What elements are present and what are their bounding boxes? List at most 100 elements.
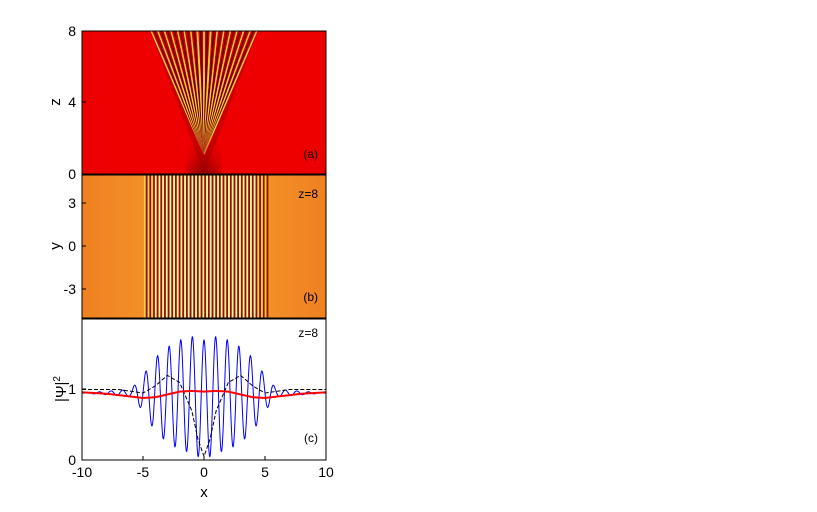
panel-b-fringe-bright <box>154 175 157 318</box>
panel-b-fringe-bright <box>235 175 238 318</box>
panel-b-fringe-bright <box>184 175 187 318</box>
panel-b-label: (b) <box>303 290 318 304</box>
panel-c-ylabel-base: |Ψ| <box>53 382 70 402</box>
panel-b-fringe-dark <box>193 175 196 318</box>
panel-b-ytick-label: -3 <box>64 281 77 297</box>
panel-b-fringe-dark <box>222 175 225 318</box>
panel-b-fringe-dark <box>153 175 155 318</box>
panel-b-fringe-dark <box>248 175 251 318</box>
panel-c-xlabel: x <box>200 484 208 501</box>
panel-b-fringe-dark <box>266 175 269 318</box>
panel-c-xtick-label: 0 <box>200 464 208 480</box>
panel-b-fringe-dark <box>229 175 232 318</box>
panel-c-ylabel-sup: 2 <box>52 376 63 382</box>
panel-c-background <box>82 319 326 460</box>
panel-c-xtick-label: -5 <box>137 464 150 480</box>
panel-c-ytick-label: 0 <box>68 452 76 468</box>
panel-b-fringe-bright <box>191 175 194 318</box>
panel-b-fringe-bright <box>151 175 154 318</box>
panel-b-fringe-dark <box>175 175 177 318</box>
panel-b-fringe-dark <box>211 175 214 318</box>
panel-b-fringe-bright <box>143 175 146 318</box>
panel-b-fringe-bright <box>173 175 176 318</box>
panel-b-fringe-bright <box>261 175 263 318</box>
panel-b-fringe-dark <box>207 175 210 318</box>
panel-c <box>82 319 326 460</box>
panel-c-ylabel: |Ψ|2 <box>52 376 70 402</box>
panel-b-fringe-dark <box>262 175 265 318</box>
panel-b-ytick-label: 0 <box>68 238 76 254</box>
panel-b-fringe-dark <box>218 175 221 318</box>
panel-b-fringe-dark <box>186 175 188 318</box>
tick-marks <box>81 30 327 460</box>
panel-b-fringe-dark <box>255 175 258 318</box>
panel-b <box>82 175 326 318</box>
panel-b-fringe-bright <box>228 175 230 318</box>
panel-b-fringe-dark <box>145 175 148 318</box>
panel-b-fringe-bright <box>217 175 219 318</box>
panel-b-fringe-dark <box>160 175 163 318</box>
panel-a-ylabel: z <box>47 98 64 106</box>
panel-b-fringe-bright <box>195 175 197 318</box>
panel-b-fringe-dark <box>167 175 170 318</box>
panel-b-fringe-bright <box>198 175 201 318</box>
panel-b-fringe-bright <box>220 175 223 318</box>
panel-a-dark-core <box>186 115 222 174</box>
panel-b-fringe-bright <box>246 175 249 318</box>
panel-b-fringe-bright <box>162 175 165 318</box>
panel-b-fringe-dark <box>189 175 192 318</box>
panel-b-fringe-bright <box>242 175 245 318</box>
panel-b-fringe-dark <box>200 175 203 318</box>
panel-a-ytick-label: 8 <box>68 23 76 39</box>
panel-b-fringe-bright <box>187 175 190 318</box>
panel-b-fringe-dark <box>196 175 199 318</box>
panel-b-fringe-dark <box>182 175 185 318</box>
panel-b-fringe-dark <box>259 175 262 318</box>
panel-b-fringe-bright <box>206 175 208 318</box>
panel-b-fringe-dark <box>240 175 243 318</box>
panel-b-fringe-bright <box>213 175 216 318</box>
panel-c-annotation: z=8 <box>298 326 318 340</box>
panel-b-fringe-dark <box>156 175 159 318</box>
panel-b-fringe-dark <box>215 175 218 318</box>
panel-b-fringe-dark <box>244 175 247 318</box>
panel-a-ytick-label: 4 <box>68 94 76 110</box>
panel-b-fringe-bright <box>180 175 183 318</box>
panel-b-fringe-dark <box>204 175 207 318</box>
panel-b-fringe-bright <box>250 175 252 318</box>
panel-b-fringe-bright <box>231 175 234 318</box>
panel-b-fringe-bright <box>264 175 267 318</box>
panel-b-fringe-dark <box>237 175 240 318</box>
panel-b-fringe-bright <box>239 175 241 318</box>
panel-c-ytick-label: 1 <box>68 381 76 397</box>
panel-b-fringe-bright <box>176 175 179 318</box>
panel-b-fringe-dark <box>251 175 254 318</box>
panel-b-fringe-bright <box>202 175 205 318</box>
panel-a <box>82 31 326 174</box>
panel-b-fringe-bright <box>165 175 168 318</box>
panel-c-xtick-label: 10 <box>318 464 334 480</box>
panel-b-fringe-bright <box>147 175 150 318</box>
panel-b-fringes <box>143 175 269 318</box>
panel-b-fringe-bright <box>224 175 227 318</box>
panel-b-fringe-dark <box>149 175 152 318</box>
panel-b-fringe-dark <box>233 175 236 318</box>
panel-b-fringe-bright <box>253 175 256 318</box>
panel-c-xtick-label: 5 <box>261 464 269 480</box>
series-red-line <box>82 389 326 399</box>
panel-b-fringe-dark <box>164 175 166 318</box>
panel-b-annotation: z=8 <box>298 187 318 201</box>
panel-b-fringe-bright <box>209 175 212 318</box>
panel-b-fringe-bright <box>169 175 172 318</box>
panel-b-ylabel: y <box>47 242 64 250</box>
panel-c-xtick-label: -10 <box>72 464 92 480</box>
panel-b-fringe-bright <box>257 175 260 318</box>
panel-b-ytick-label: 3 <box>68 195 76 211</box>
panel-c-label: (c) <box>304 431 318 445</box>
panel-a-label: (a) <box>303 147 318 161</box>
panel-b-fringe-bright <box>158 175 161 318</box>
panel-a-ytick-label: 0 <box>68 166 76 182</box>
panel-b-fringe-dark <box>178 175 181 318</box>
panel-b-fringe-dark <box>226 175 229 318</box>
